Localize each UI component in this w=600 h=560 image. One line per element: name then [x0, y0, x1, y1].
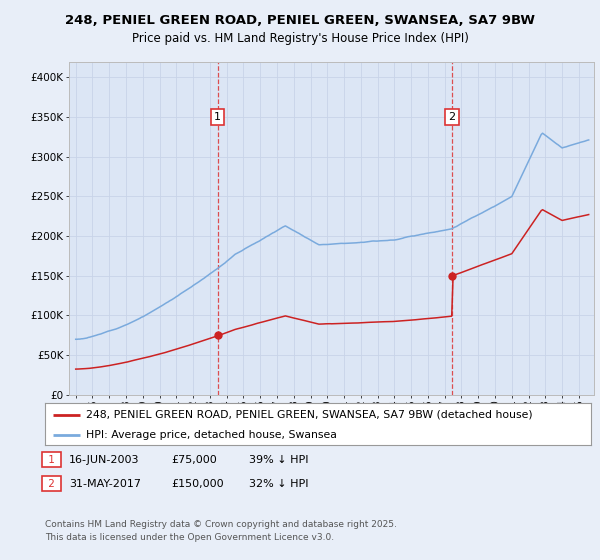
Text: Price paid vs. HM Land Registry's House Price Index (HPI): Price paid vs. HM Land Registry's House …	[131, 32, 469, 45]
Text: 31-MAY-2017: 31-MAY-2017	[69, 479, 141, 489]
Text: £75,000: £75,000	[171, 455, 217, 465]
Text: £150,000: £150,000	[171, 479, 224, 489]
Text: 248, PENIEL GREEN ROAD, PENIEL GREEN, SWANSEA, SA7 9BW (detached house): 248, PENIEL GREEN ROAD, PENIEL GREEN, SW…	[86, 409, 533, 419]
Text: 248, PENIEL GREEN ROAD, PENIEL GREEN, SWANSEA, SA7 9BW: 248, PENIEL GREEN ROAD, PENIEL GREEN, SW…	[65, 14, 535, 27]
Text: 32% ↓ HPI: 32% ↓ HPI	[249, 479, 308, 489]
Text: 39% ↓ HPI: 39% ↓ HPI	[249, 455, 308, 465]
Text: Contains HM Land Registry data © Crown copyright and database right 2025.: Contains HM Land Registry data © Crown c…	[45, 520, 397, 529]
Text: 16-JUN-2003: 16-JUN-2003	[69, 455, 139, 465]
Text: 1: 1	[214, 112, 221, 122]
Text: This data is licensed under the Open Government Licence v3.0.: This data is licensed under the Open Gov…	[45, 533, 334, 542]
Text: HPI: Average price, detached house, Swansea: HPI: Average price, detached house, Swan…	[86, 430, 337, 440]
Text: 2: 2	[448, 112, 455, 122]
Text: 1: 1	[45, 455, 58, 465]
Text: 2: 2	[45, 479, 58, 489]
